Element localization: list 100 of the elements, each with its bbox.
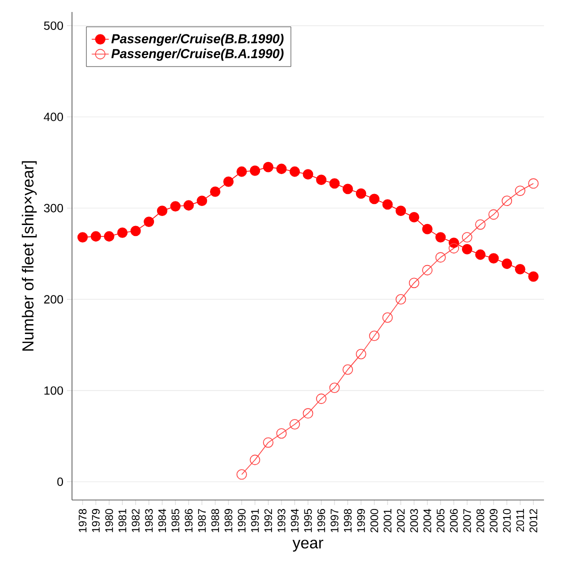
point bbox=[502, 258, 512, 269]
x-tick-label: 2005 bbox=[436, 508, 444, 532]
point bbox=[223, 176, 234, 187]
point bbox=[462, 232, 472, 242]
x-tick-label: 1981 bbox=[118, 509, 126, 532]
point bbox=[236, 469, 247, 480]
point bbox=[263, 162, 274, 172]
point bbox=[342, 184, 353, 194]
x-tick-label: 2003 bbox=[410, 509, 418, 532]
x-tick-label: 1998 bbox=[344, 509, 352, 532]
x-tick-label: 1995 bbox=[304, 508, 312, 532]
x-tick-label: 1982 bbox=[132, 509, 140, 532]
point bbox=[90, 231, 102, 242]
x-tick-label: 2009 bbox=[490, 509, 498, 532]
point bbox=[502, 196, 512, 206]
x-tick-label: 1984 bbox=[158, 508, 166, 532]
y-tick-label: 500 bbox=[44, 21, 64, 30]
y-tick-label: 0 bbox=[57, 478, 64, 486]
point bbox=[356, 188, 366, 199]
y-tick-label: 400 bbox=[44, 112, 64, 122]
y-tick-label: 100 bbox=[44, 386, 64, 395]
point bbox=[329, 178, 340, 189]
x-tick-label: 2004 bbox=[423, 508, 432, 532]
point bbox=[422, 224, 433, 234]
point bbox=[276, 428, 287, 439]
point bbox=[183, 200, 194, 211]
point bbox=[329, 382, 340, 394]
point bbox=[396, 294, 406, 305]
point bbox=[144, 216, 154, 227]
point bbox=[77, 232, 88, 242]
point bbox=[290, 166, 300, 177]
x-tick-label: 2010 bbox=[503, 508, 511, 532]
x-tick-label: 1986 bbox=[184, 509, 193, 532]
point bbox=[250, 454, 260, 466]
point bbox=[475, 219, 486, 230]
point bbox=[408, 278, 420, 288]
x-tick-label: 1999 bbox=[357, 509, 365, 532]
point bbox=[435, 252, 446, 263]
legend-label: Passenger/Cruise(B.A.1990) bbox=[111, 48, 284, 61]
point bbox=[396, 206, 406, 216]
x-tick-label: 2012 bbox=[530, 509, 538, 532]
point bbox=[302, 169, 314, 180]
point bbox=[170, 201, 181, 212]
point bbox=[408, 212, 420, 222]
point bbox=[316, 174, 326, 186]
x-tick-label: 1983 bbox=[145, 509, 153, 532]
point bbox=[475, 249, 486, 260]
x-tick-label: 1996 bbox=[317, 509, 326, 532]
point bbox=[250, 166, 260, 176]
x-tick-label: 1993 bbox=[278, 509, 286, 532]
x-tick-label: 1978 bbox=[78, 509, 86, 532]
point bbox=[236, 166, 247, 177]
point bbox=[435, 232, 446, 242]
x-tick-label: 1990 bbox=[238, 508, 246, 532]
legend-label: Passenger/Cruise(B.B.1990) bbox=[111, 34, 284, 46]
x-tick-label: 1992 bbox=[264, 509, 272, 532]
x-tick-label: 1987 bbox=[198, 509, 206, 532]
point bbox=[196, 196, 208, 206]
point bbox=[462, 244, 472, 254]
point bbox=[156, 206, 168, 216]
point bbox=[130, 226, 141, 236]
x-tick-label: 2007 bbox=[463, 509, 471, 532]
point bbox=[117, 228, 128, 238]
point bbox=[514, 186, 526, 196]
point bbox=[356, 348, 366, 360]
point bbox=[488, 253, 499, 264]
x-tick-label: 1989 bbox=[224, 509, 232, 532]
point bbox=[316, 394, 326, 404]
point bbox=[290, 419, 300, 430]
point bbox=[104, 231, 114, 242]
x-tick-label: 2000 bbox=[370, 508, 378, 532]
x-tick-label: 2008 bbox=[476, 509, 484, 532]
point bbox=[528, 271, 539, 282]
point bbox=[448, 243, 460, 254]
x-tick-label: 1997 bbox=[330, 509, 338, 532]
point bbox=[514, 264, 526, 274]
x-tick-label: 2006 bbox=[450, 509, 458, 532]
x-tick-label: 2011 bbox=[516, 509, 524, 532]
x-tick-label: 1985 bbox=[172, 508, 180, 532]
point bbox=[276, 164, 287, 174]
point bbox=[342, 364, 353, 375]
x-tick-label: 1988 bbox=[211, 509, 220, 532]
x-tick-label: 2001 bbox=[384, 509, 392, 532]
x-tick-label: 1979 bbox=[92, 509, 100, 532]
x-tick-label: 1994 bbox=[290, 508, 299, 532]
x-axis-title: year bbox=[292, 540, 324, 552]
y-axis-title: Number of fleet [ship×year] bbox=[22, 161, 37, 351]
point bbox=[263, 437, 274, 448]
x-tick-label: 1991 bbox=[251, 509, 259, 532]
point bbox=[382, 312, 393, 323]
y-tick-label: 200 bbox=[44, 295, 64, 304]
x-tick-label: 1980 bbox=[105, 508, 114, 532]
point bbox=[302, 408, 314, 419]
point bbox=[210, 186, 220, 197]
x-tick-label: 2002 bbox=[396, 509, 405, 532]
y-tick-label: 300 bbox=[44, 204, 64, 212]
point bbox=[488, 209, 499, 220]
point bbox=[369, 194, 380, 204]
point bbox=[369, 330, 380, 342]
point bbox=[422, 264, 433, 276]
